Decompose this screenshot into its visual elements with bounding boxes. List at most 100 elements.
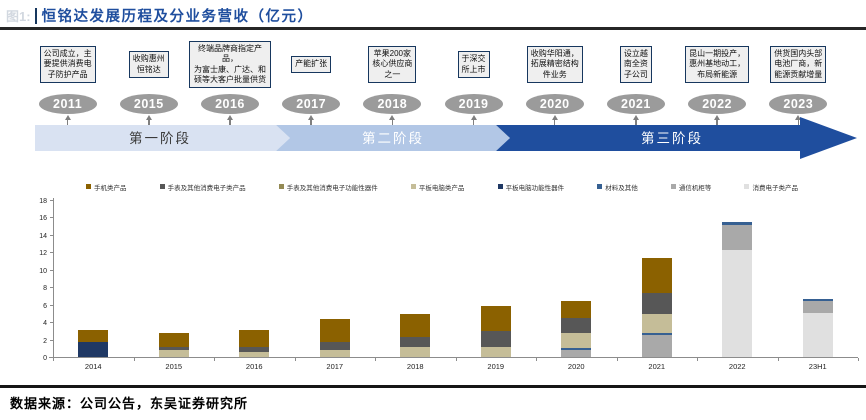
x-tick-mark: [53, 358, 54, 361]
x-tick-mark: [536, 358, 537, 361]
legend-label: 手表及其他消费电子类产品: [167, 184, 246, 192]
event-box: 设立越 南全资 子公司: [619, 45, 652, 84]
legend-swatch: [410, 184, 416, 189]
timeline-item-2023: 供货国内头部 电池厂商，新 能源贡献增量 2023: [758, 37, 839, 130]
event-box-wrap: 苹果200家 核心供应商 之一: [368, 37, 417, 92]
header-divider: [0, 27, 866, 30]
plot-area: 0 2 4 6 8 10 12 14 16 18: [39, 198, 859, 362]
x-axis-label: 2014: [84, 362, 102, 371]
bar-segment: [78, 329, 109, 343]
event-box-wrap: 公司成立，主 要提供消费电 子防护产品: [39, 37, 96, 92]
bar-segment: [319, 342, 350, 351]
x-tick-mark: [858, 358, 859, 361]
event-box: 收购惠州 恒铭达: [128, 51, 169, 78]
event-box-wrap: 产能扩张: [291, 37, 332, 92]
data-source: 数据来源：公司公告，东吴证券研究所: [10, 396, 249, 411]
bar-segment: [641, 332, 672, 335]
y-tick-label: 6: [43, 302, 47, 310]
timeline-item-2018: 苹果200家 核心供应商 之一 2018: [352, 37, 433, 130]
category-slot-2015: [134, 200, 215, 358]
x-tick-mark: [455, 358, 457, 361]
y-tick-label: 14: [39, 232, 47, 240]
stacked-bar: [78, 200, 109, 357]
category-slot-2022: [697, 200, 778, 358]
x-axis-label: 2020: [567, 362, 585, 371]
y-tick-mark: [50, 200, 53, 201]
y-tick-label: 0: [43, 355, 47, 362]
bar-segment: [239, 347, 270, 352]
bar-segment: [239, 329, 270, 348]
bar-segment: [722, 249, 753, 357]
y-tick-mark: [50, 252, 53, 254]
legend-label: 通信机柜等: [678, 184, 712, 192]
arrow-head: [226, 115, 233, 120]
stacked-bar: [802, 200, 833, 357]
y-tick-label: 4: [43, 320, 47, 328]
bar-segment: [158, 346, 189, 351]
x-tick-mark: [777, 358, 779, 361]
bar-segment: [561, 350, 592, 357]
timeline-item-2021: 设立越 南全资 子公司 2021: [595, 37, 676, 130]
x-axis-labels: 2014 2015 2016 2017 2018 2019 2020 2021 2022 23H1: [53, 362, 858, 371]
bar-segment: [641, 334, 672, 357]
timeline-item-2019: 于深交 所上市 2019: [433, 37, 514, 130]
event-box: 收购华阳通， 拓展精密结构 件业务: [526, 45, 583, 84]
x-axis-label: 2022: [728, 362, 746, 371]
timeline-item-2011: 公司成立，主 要提供消费电 子防护产品 2011: [27, 37, 108, 130]
bar-segment: [158, 333, 189, 347]
category-slot-2021: [617, 200, 698, 358]
event-box: 昆山一期投产， 惠州基地动工， 布局新能源: [685, 45, 750, 84]
legend-item: 通信机柜等: [670, 182, 712, 192]
arrow-head: [145, 115, 152, 120]
bar-segment: [722, 222, 753, 226]
event-box-wrap: 昆山一期投产， 惠州基地动工， 布局新能源: [685, 37, 750, 92]
y-tick-label: 12: [39, 250, 47, 258]
x-tick-mark: [697, 358, 698, 361]
legend-item: 平板电脑类产品: [410, 182, 464, 192]
bar-segment: [561, 301, 592, 318]
stacked-bar: [561, 200, 592, 357]
bar-segment: [641, 293, 672, 315]
x-axis-label: 2017: [326, 362, 344, 371]
year-ellipse: 2019: [444, 94, 503, 114]
phase2-label: 第二阶段: [362, 130, 424, 146]
phase1-label: 第一阶段: [129, 130, 191, 146]
category-slot-2017: [295, 200, 376, 358]
legend-item: 手表及其他消费电子功能性器件: [278, 182, 378, 192]
category-slot-2018: [375, 200, 456, 358]
year-ellipse: 2015: [119, 94, 178, 114]
stacked-bar: [400, 200, 431, 357]
y-tick-mark: [50, 304, 53, 306]
footer-divider: [0, 385, 866, 388]
phase3-arrow: [496, 117, 857, 159]
x-axis-label: 23H1: [808, 362, 827, 371]
chart-legend: 手机类产品 手表及其他消费电子类产品 手表及其他消费电子功能性器件 平板电脑类产品 平板…: [0, 181, 866, 192]
bar-segment: [158, 350, 189, 357]
bar-segment: [561, 348, 592, 351]
legend-item: 平板电脑功能性器件: [497, 182, 565, 192]
bar-segment: [641, 314, 672, 333]
bar-segment: [239, 351, 270, 357]
x-tick-mark: [375, 358, 376, 361]
bar-segment: [480, 330, 511, 348]
arrow-head: [551, 115, 558, 120]
legend-swatch: [497, 184, 503, 189]
legend-label: 平板电脑功能性器件: [505, 184, 565, 192]
legend-label: 消费电子类产品: [752, 184, 798, 192]
bar-segment: [480, 306, 511, 331]
legend-item: 材料及其他: [597, 182, 638, 192]
event-box-wrap: 终端品牌商指定产品， 为富士康、广达、和 硕等大客户批量供货: [189, 37, 271, 92]
arrow-head: [470, 115, 477, 120]
timeline-item-2020: 收购华阳通， 拓展精密结构 件业务 2020: [514, 37, 595, 130]
phase3-label: 第三阶段: [641, 130, 703, 146]
stacked-bar: [239, 200, 270, 357]
bar-segment: [400, 336, 431, 348]
bar-segment: [802, 299, 833, 302]
year-ellipse: 2023: [769, 94, 828, 114]
stacked-bar: [641, 200, 672, 357]
event-box-wrap: 供货国内头部 电池厂商，新 能源贡献增量: [770, 37, 827, 92]
y-tick-mark: [50, 269, 53, 271]
event-box: 供货国内头部 电池厂商，新 能源贡献增量: [770, 45, 827, 84]
legend-swatch: [670, 184, 676, 189]
year-ellipse: 2018: [363, 94, 422, 114]
